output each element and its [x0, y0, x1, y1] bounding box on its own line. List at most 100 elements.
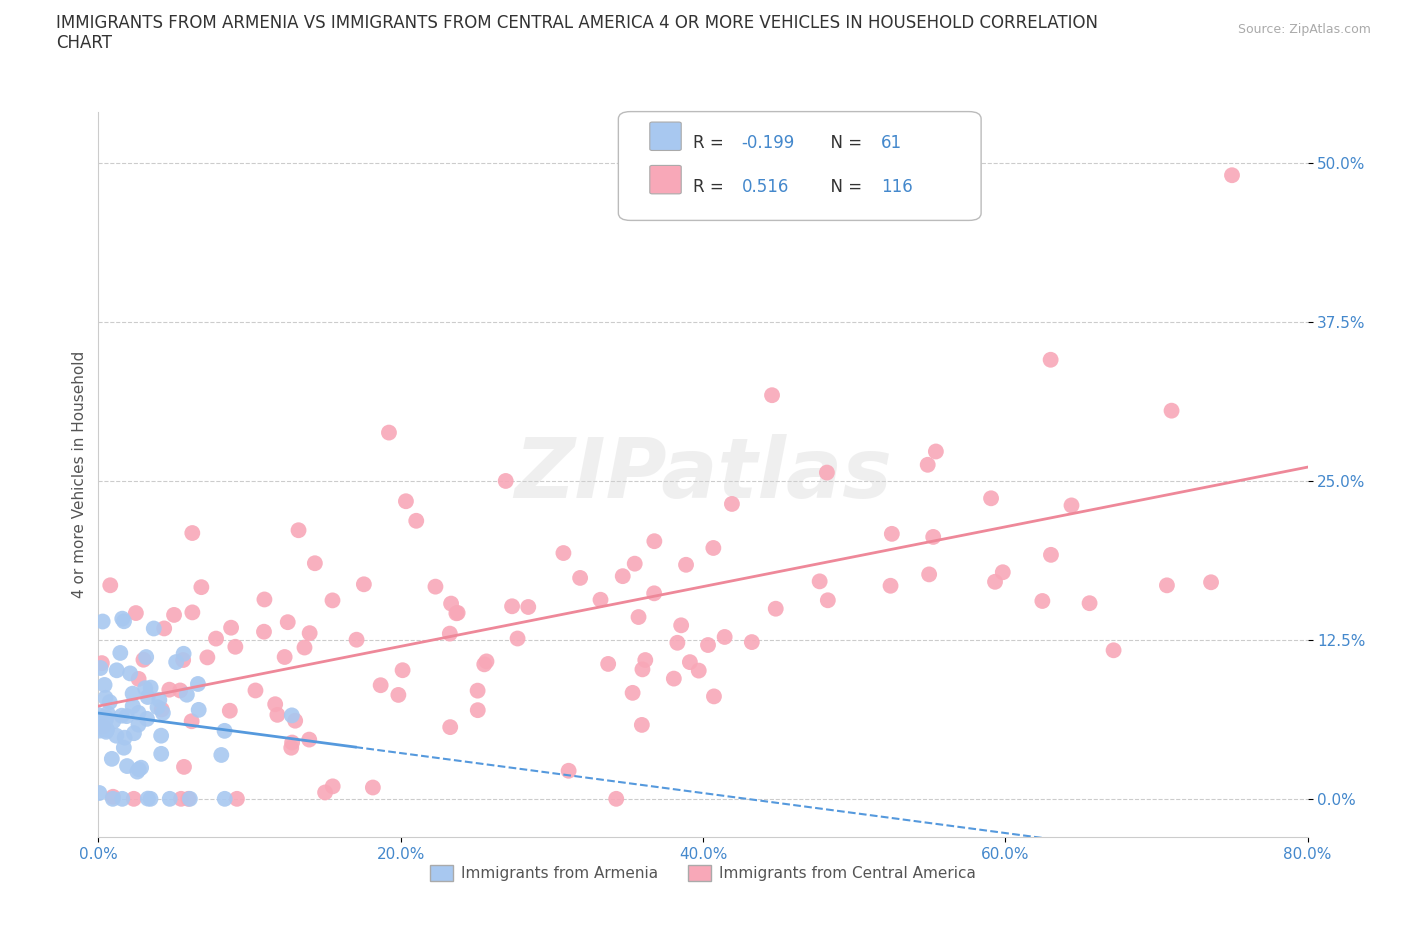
Point [475, 654, 498, 669]
Point [112, 740, 135, 755]
Point [218, 703, 240, 718]
Point [253, 592, 276, 607]
Point [94, 690, 117, 705]
Point [226, 791, 249, 806]
Point [176, 687, 198, 702]
Point [808, 574, 831, 589]
Point [713, 630, 735, 644]
Point [662, 671, 685, 686]
Point [195, 650, 218, 665]
Point [439, 626, 461, 641]
Point [89, 786, 111, 801]
Point [467, 703, 489, 718]
Point [446, 605, 468, 620]
Point [214, 724, 236, 738]
Point [917, 458, 939, 472]
Point [918, 567, 941, 582]
Point [589, 592, 612, 607]
Point [506, 631, 529, 646]
Point [115, 709, 138, 724]
Text: 61: 61 [880, 134, 901, 153]
Point [136, 689, 159, 704]
Point [139, 791, 162, 806]
Point [322, 779, 344, 794]
Point [501, 599, 523, 614]
Point [703, 689, 725, 704]
Point [517, 600, 540, 615]
Point [93, 677, 115, 692]
Point [173, 646, 195, 661]
Point [553, 546, 575, 561]
Point [353, 577, 375, 591]
Point [128, 671, 150, 686]
FancyBboxPatch shape [650, 166, 682, 193]
Text: -0.199: -0.199 [742, 134, 794, 153]
Text: 116: 116 [880, 178, 912, 195]
Point [136, 711, 159, 726]
Point [96, 723, 118, 737]
Point [134, 681, 156, 696]
Point [298, 732, 321, 747]
Point [89, 724, 111, 738]
Point [224, 639, 246, 654]
Point [94, 712, 117, 727]
Point [150, 747, 173, 762]
Point [741, 634, 763, 649]
Point [287, 523, 309, 538]
Point [922, 529, 945, 544]
Point [152, 706, 174, 721]
Point [273, 649, 295, 664]
Point [598, 657, 620, 671]
Point [984, 575, 1007, 590]
Point [925, 444, 948, 458]
Point [169, 683, 191, 698]
Point [405, 513, 427, 528]
Point [980, 491, 1002, 506]
Point [277, 615, 299, 630]
Point [153, 621, 176, 636]
Point [266, 708, 288, 723]
Point [101, 791, 124, 806]
Point [111, 709, 134, 724]
Point [165, 655, 187, 670]
Point [127, 764, 149, 779]
Text: CHART: CHART [56, 34, 112, 52]
Point [120, 666, 142, 681]
Point [122, 791, 145, 806]
Point [557, 764, 579, 778]
Point [187, 676, 209, 691]
Point [132, 652, 155, 667]
Point [643, 534, 665, 549]
Point [214, 791, 236, 806]
Point [146, 699, 169, 714]
Point [612, 569, 634, 584]
Point [187, 702, 209, 717]
Point [91, 614, 114, 629]
Point [103, 714, 125, 729]
Point [150, 728, 173, 743]
Point [370, 678, 392, 693]
Y-axis label: 4 or more Vehicles in Household: 4 or more Vehicles in Household [72, 351, 87, 598]
Point [643, 586, 665, 601]
Point [128, 762, 150, 777]
Point [631, 717, 654, 732]
Point [94, 710, 117, 724]
Point [170, 791, 193, 806]
Point [1031, 593, 1053, 608]
Point [304, 556, 326, 571]
Point [495, 473, 517, 488]
Point [294, 640, 316, 655]
Point [425, 579, 447, 594]
FancyBboxPatch shape [650, 122, 682, 151]
Point [298, 626, 321, 641]
Point [284, 713, 307, 728]
Point [115, 759, 138, 774]
Point [879, 578, 901, 593]
Point [157, 683, 180, 698]
Point [679, 655, 702, 670]
Point [90, 656, 112, 671]
Point [150, 702, 173, 717]
FancyBboxPatch shape [619, 112, 981, 220]
Point [721, 497, 744, 512]
Point [281, 735, 304, 750]
